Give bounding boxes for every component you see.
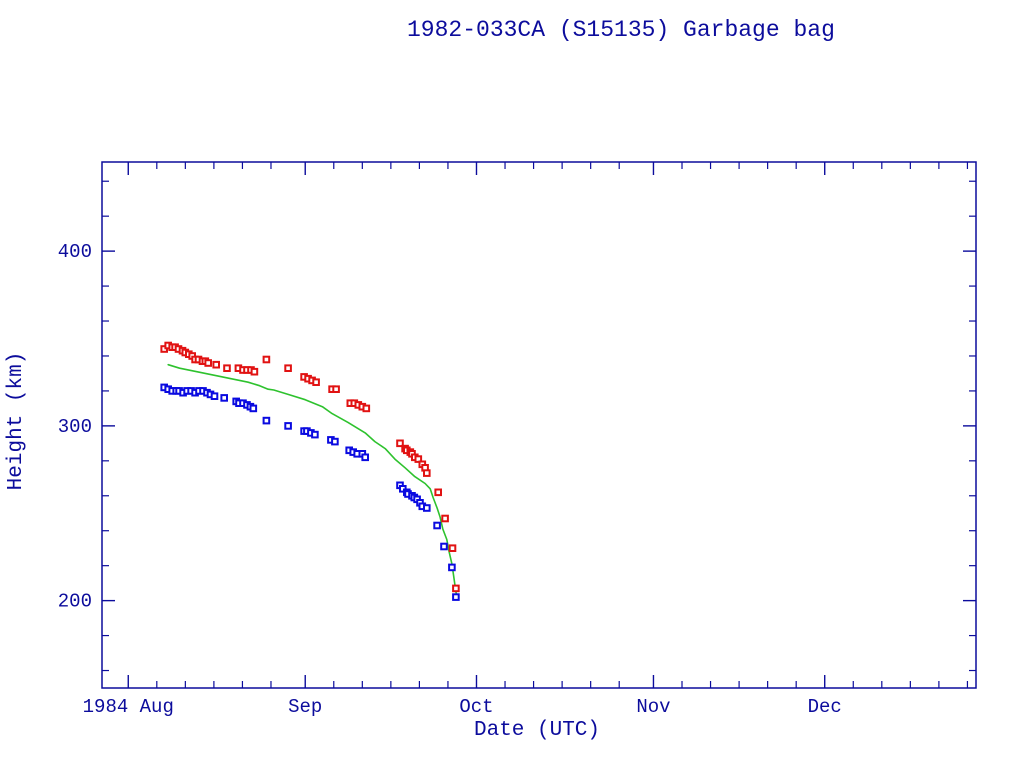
red-squares-marker <box>223 364 231 372</box>
blue-squares-marker <box>311 430 319 439</box>
blue-squares-marker <box>284 422 292 430</box>
blue-squares-marker <box>440 542 448 551</box>
red-squares-marker <box>204 359 212 367</box>
x-tick-label: Dec <box>808 696 842 718</box>
red-squares-marker <box>452 584 460 593</box>
red-squares-marker <box>212 360 220 369</box>
blue-squares-marker <box>249 404 258 413</box>
red-squares-marker <box>362 404 371 413</box>
y-tick-label: 200 <box>58 591 92 613</box>
x-tick-label: Sep <box>288 696 322 718</box>
x-axis-label: Date (UTC) <box>473 719 601 742</box>
green-line-path <box>167 363 458 598</box>
red-squares-marker <box>423 469 431 477</box>
red-squares-marker <box>262 355 271 364</box>
blue-squares-marker <box>331 437 339 446</box>
blue-squares-marker <box>210 392 219 400</box>
chart-title: 1982-033CA (S15135) Garbage bag <box>407 17 835 43</box>
blue-squares-marker <box>361 453 369 462</box>
blue-squares-marker <box>423 504 431 512</box>
red-squares-marker <box>284 364 292 372</box>
blue-squares-marker <box>448 563 456 572</box>
blue-squares-marker <box>220 394 228 402</box>
blue-squares-marker <box>452 593 460 601</box>
red-squares-marker <box>396 439 404 448</box>
red-squares-marker <box>448 544 457 553</box>
blue-squares-marker <box>433 521 441 530</box>
red-squares-marker <box>441 514 449 523</box>
blue-squares-marker <box>262 416 271 425</box>
x-tick-label: Oct <box>459 696 493 718</box>
red-squares-marker <box>250 367 259 376</box>
y-tick-label: 300 <box>58 416 92 438</box>
plot-frame <box>101 161 977 689</box>
y-tick-label: 400 <box>58 241 92 263</box>
x-tick-label: Nov <box>636 696 670 718</box>
red-squares-marker <box>312 378 320 386</box>
red-squares-marker <box>414 455 423 463</box>
red-squares-marker <box>332 385 340 393</box>
x-tick-label: 1984 Aug <box>83 696 174 718</box>
red-squares-marker <box>434 488 442 497</box>
